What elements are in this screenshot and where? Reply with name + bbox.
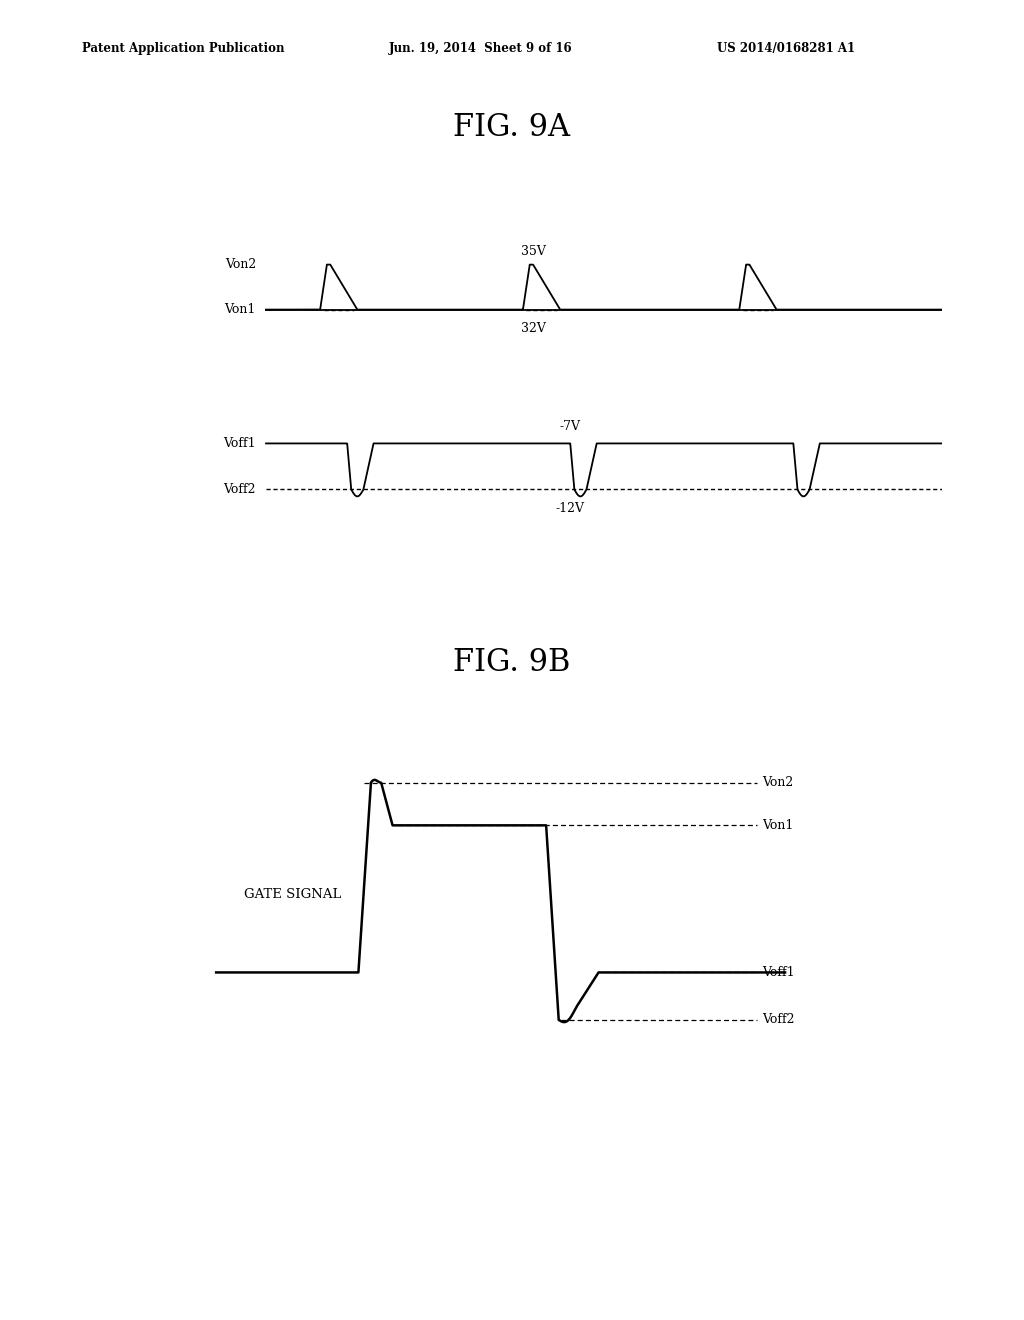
Text: Von1: Von1	[762, 818, 794, 832]
Text: GATE SIGNAL: GATE SIGNAL	[244, 887, 341, 900]
Text: Von2: Von2	[224, 259, 256, 271]
Text: 32V: 32V	[520, 322, 546, 335]
Text: Voff1: Voff1	[223, 437, 256, 450]
Text: Patent Application Publication: Patent Application Publication	[82, 42, 285, 55]
Text: Jun. 19, 2014  Sheet 9 of 16: Jun. 19, 2014 Sheet 9 of 16	[389, 42, 572, 55]
Text: Voff2: Voff2	[762, 1014, 795, 1027]
Text: Voff1: Voff1	[762, 966, 795, 979]
Text: Voff2: Voff2	[223, 483, 256, 496]
Text: Von2: Von2	[762, 776, 794, 789]
Text: -7V: -7V	[560, 420, 581, 433]
Text: FIG. 9A: FIG. 9A	[454, 112, 570, 143]
Text: -12V: -12V	[556, 503, 585, 515]
Text: 35V: 35V	[520, 244, 546, 257]
Text: Von1: Von1	[224, 304, 256, 315]
Text: US 2014/0168281 A1: US 2014/0168281 A1	[717, 42, 855, 55]
Text: FIG. 9B: FIG. 9B	[454, 647, 570, 677]
